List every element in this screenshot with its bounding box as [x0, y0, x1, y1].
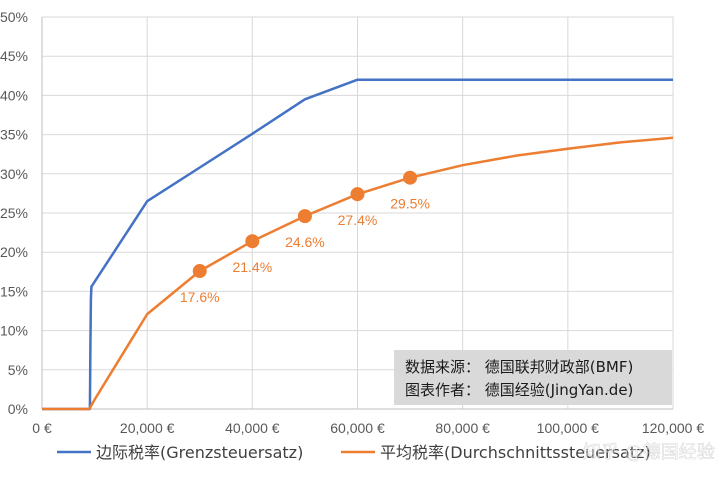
- data-labels: 17.6% 21.4% 24.6% 27.4% 29.5%: [180, 196, 430, 305]
- average-rate-marker: [192, 264, 207, 279]
- data-label: 17.6%: [180, 289, 220, 305]
- data-label: 24.6%: [285, 234, 325, 250]
- x-tick-label: 40,000 €: [225, 420, 280, 436]
- average-rate-marker: [245, 234, 260, 249]
- y-tick-label: 45%: [0, 48, 28, 64]
- data-label: 27.4%: [338, 212, 378, 228]
- y-tick-label: 15%: [0, 283, 28, 299]
- legend-label-average: 平均税率(Durchschnittssteuersatz): [380, 443, 651, 462]
- x-tick-label: 60,000 €: [330, 420, 385, 436]
- source-line-1: 数据来源： 德国联邦财政部(BMF): [405, 358, 633, 376]
- data-label: 29.5%: [390, 196, 430, 212]
- legend-label-marginal: 边际税率(Grenzsteuersatz): [96, 443, 303, 462]
- y-tick-label: 50%: [0, 9, 28, 25]
- x-axis-ticks: 0 € 20,000 € 40,000 € 60,000 € 80,000 € 100,0…: [32, 420, 704, 436]
- watermark: 知乎 @德国经验: [583, 442, 715, 463]
- source-box: 数据来源： 德国联邦财政部(BMF) 图表作者： 德国经验(JingYan.de…: [394, 350, 672, 405]
- y-tick-label: 0%: [8, 401, 28, 417]
- y-tick-label: 30%: [0, 166, 28, 182]
- x-tick-label: 20,000 €: [120, 420, 175, 436]
- y-tick-label: 5%: [8, 362, 28, 378]
- x-tick-label: 80,000 €: [435, 420, 490, 436]
- source-line-2: 图表作者： 德国经验(JingYan.de): [405, 381, 633, 399]
- y-tick-label: 10%: [0, 323, 28, 339]
- data-label: 21.4%: [232, 259, 272, 275]
- x-tick-label: 120,000 €: [642, 420, 704, 436]
- y-tick-label: 35%: [0, 127, 28, 143]
- average-rate-marker: [350, 187, 365, 202]
- average-rate-marker: [403, 170, 418, 185]
- x-tick-label: 100,000 €: [537, 420, 599, 436]
- series-lines: [42, 78, 674, 411]
- series-markers: [192, 170, 418, 279]
- y-axis-ticks: 0% 5% 10% 15% 20% 25% 30% 35% 40% 45% 50%: [0, 9, 28, 417]
- legend: 边际税率(Grenzsteuersatz) 平均税率(Durchschnitts…: [57, 443, 651, 462]
- source-box-background: [394, 350, 672, 405]
- y-tick-label: 40%: [0, 87, 28, 103]
- average-rate-marker: [297, 209, 312, 224]
- y-tick-label: 20%: [0, 244, 28, 260]
- average-rate-line: [42, 136, 674, 411]
- x-tick-label: 0 €: [32, 420, 52, 436]
- y-tick-label: 25%: [0, 205, 28, 221]
- grid-lines: [41, 16, 674, 410]
